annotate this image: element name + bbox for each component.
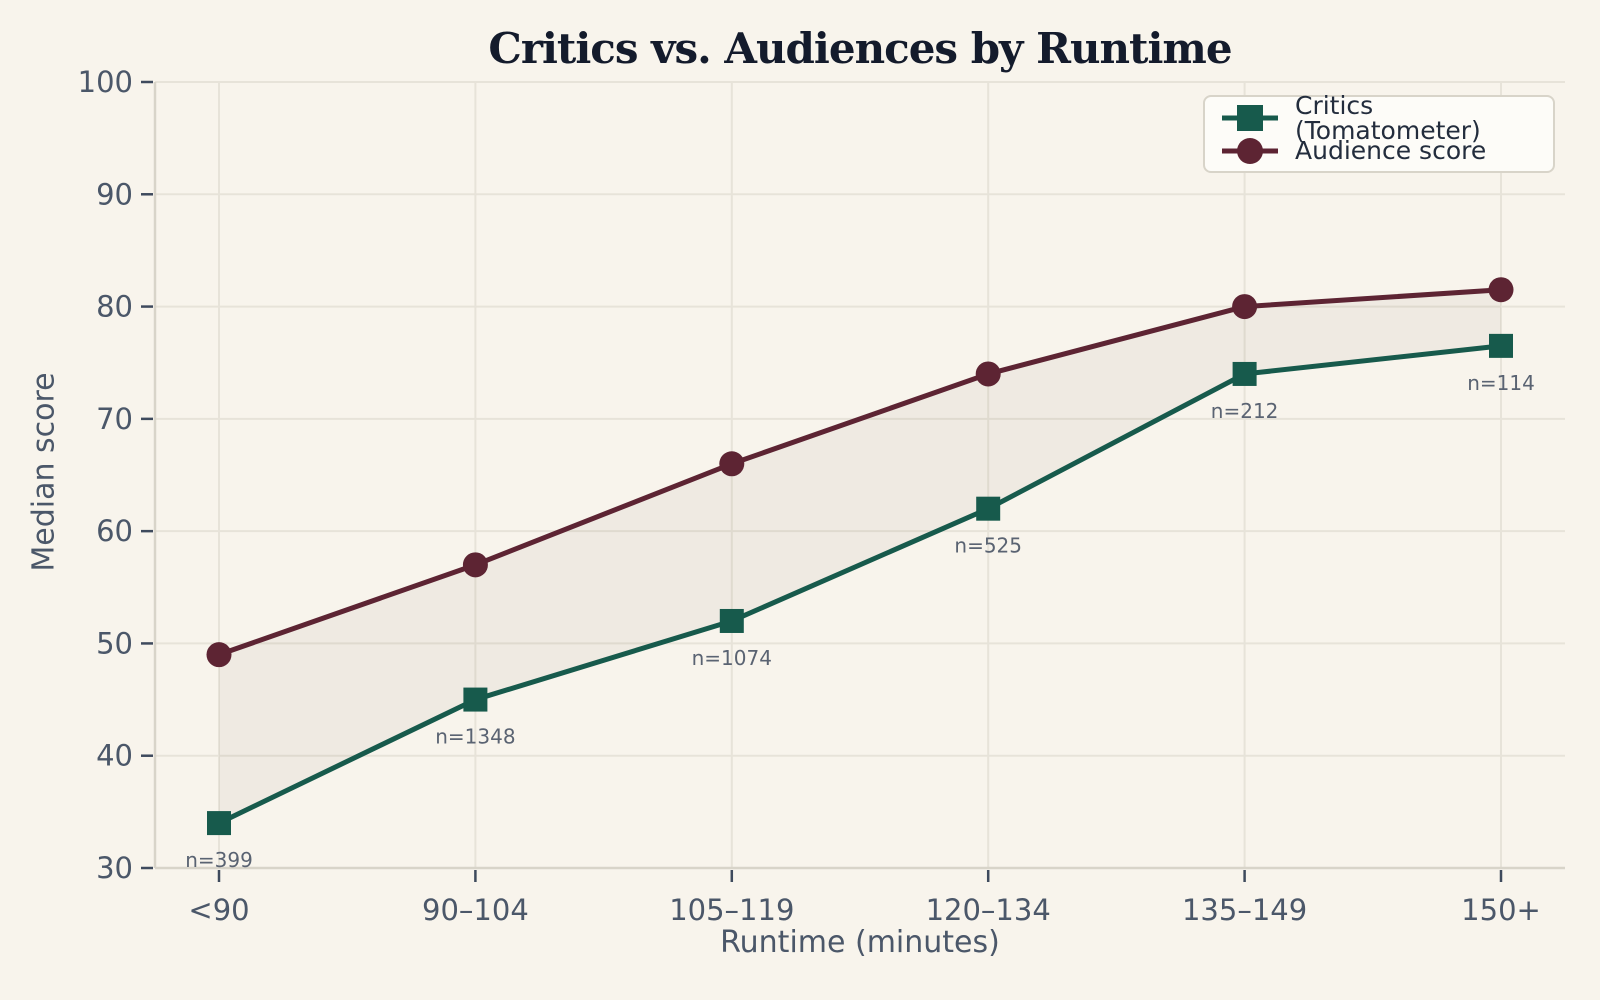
- y-tick-label: 80: [96, 290, 133, 324]
- x-tick-label: 120–134: [926, 893, 1051, 927]
- audience-marker-circle: [1232, 294, 1258, 320]
- audience-marker-circle: [462, 552, 488, 578]
- sample-size-annotation: n=1348: [435, 725, 515, 749]
- legend-item-critics: Critics (Tomatometer): [1219, 93, 1539, 143]
- y-tick-label: 100: [78, 65, 133, 99]
- x-tick-label: 150+: [1461, 893, 1541, 927]
- y-tick-label: 90: [96, 177, 133, 211]
- legend-marker-square-icon: [1222, 104, 1278, 131]
- audience-marker-circle: [719, 451, 745, 477]
- x-tick-label: <90: [188, 893, 249, 927]
- critics-marker-square: [1489, 333, 1513, 358]
- legend-item-audience: Audience score: [1219, 134, 1539, 167]
- legend-marker-circle-icon: [1222, 137, 1278, 164]
- y-tick-label: 70: [96, 402, 133, 436]
- legend: Critics (Tomatometer) Audience score: [1203, 93, 1555, 173]
- sample-size-annotation: n=1074: [692, 646, 772, 670]
- y-tick-label: 30: [96, 851, 133, 885]
- audience-marker-circle: [975, 361, 1001, 387]
- legend-square-glyph: [1237, 104, 1263, 131]
- y-axis-label: Median score: [26, 372, 62, 572]
- critics-marker-square: [1232, 361, 1257, 386]
- sample-size-annotation: n=399: [185, 848, 253, 872]
- x-tick-label: 105–119: [669, 893, 794, 927]
- sample-size-annotation: n=114: [1467, 371, 1535, 395]
- critics-marker-square: [463, 687, 488, 712]
- legend-label-audience: Audience score: [1295, 136, 1487, 165]
- chart-title: Critics vs. Audiences by Runtime: [488, 24, 1232, 73]
- audience-marker-circle: [1488, 277, 1514, 303]
- critics-marker-square: [207, 811, 231, 836]
- x-tick-label: 135–149: [1182, 893, 1307, 927]
- sample-size-annotation: n=525: [954, 534, 1022, 558]
- audience-marker-circle: [206, 642, 232, 668]
- y-tick-label: 50: [96, 626, 133, 660]
- between-series-band: [219, 289, 1501, 824]
- x-axis-label: Runtime (minutes): [720, 925, 1000, 960]
- y-tick-label: 60: [96, 514, 133, 548]
- series-line-audience: [216, 287, 1504, 658]
- series-line-critics: [216, 343, 1504, 826]
- sample-size-annotation: n=212: [1211, 399, 1279, 423]
- legend-label-critics: Critics (Tomatometer): [1295, 90, 1481, 145]
- critics-marker-square: [976, 496, 1001, 521]
- legend-circle-glyph: [1237, 137, 1263, 164]
- x-tick-label: 90–104: [422, 893, 529, 927]
- y-tick-label: 40: [96, 739, 133, 773]
- critics-marker-square: [719, 608, 744, 633]
